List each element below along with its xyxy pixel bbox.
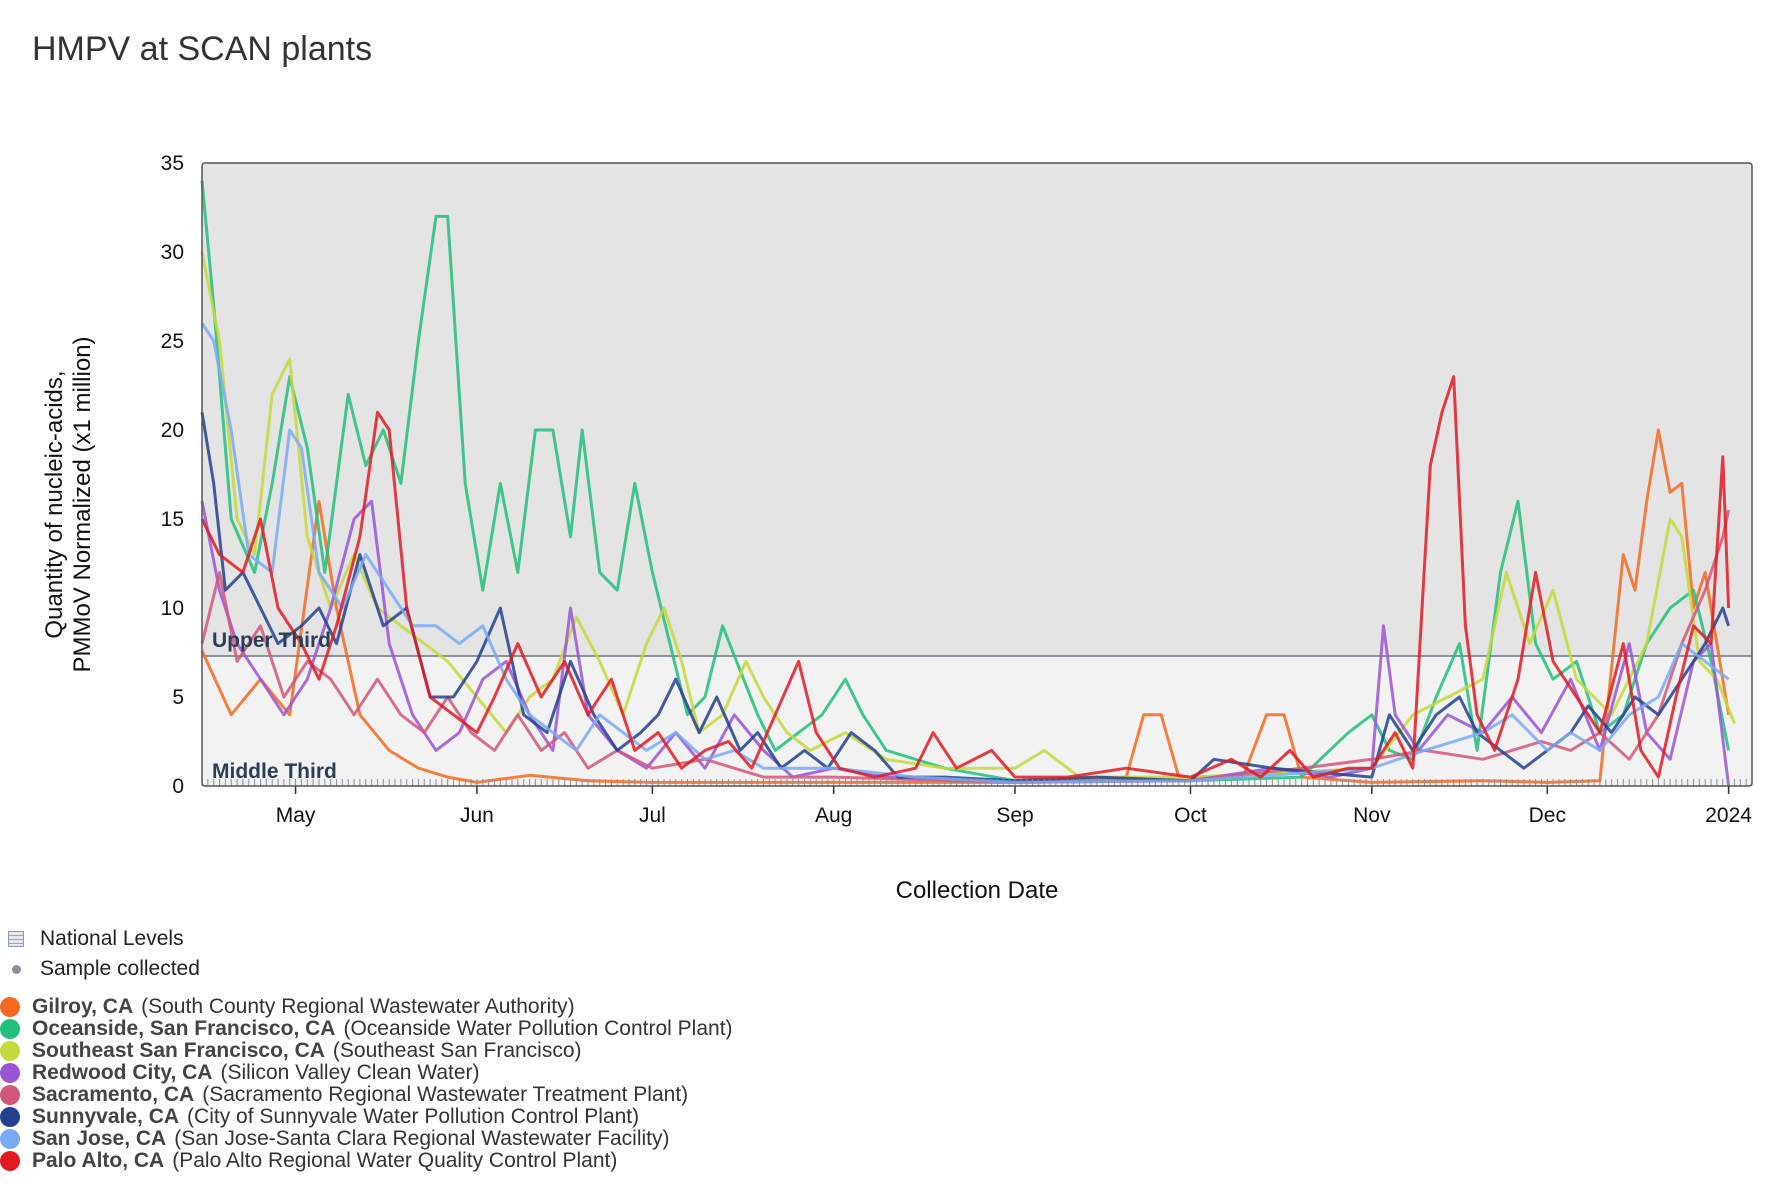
x-tick-label: Oct	[1174, 804, 1207, 827]
legend-item[interactable]: Sacramento, CA (Sacramento Regional Wast…	[0, 1084, 733, 1106]
legend-series-facility: (San Jose-Santa Clara Regional Wastewate…	[174, 1127, 670, 1150]
chart-title: HMPV at SCAN plants	[32, 30, 373, 68]
series-color-dot	[0, 1151, 20, 1171]
legend-national-levels[interactable]: National Levels	[8, 924, 200, 954]
x-tick-label: May	[276, 804, 316, 827]
series-color-dot	[0, 1063, 20, 1083]
legend-series-name: Gilroy, CA	[32, 995, 134, 1018]
y-tick-label: 5	[172, 686, 184, 709]
legend-series-name: Palo Alto, CA	[32, 1149, 165, 1172]
sample-dot-icon	[12, 964, 21, 974]
y-tick-label: 35	[161, 152, 184, 175]
legend-series-name: Sunnyvale, CA	[32, 1105, 180, 1128]
legend-series-facility: (Oceanside Water Pollution Control Plant…	[343, 1017, 733, 1040]
series-color-dot	[0, 997, 20, 1017]
chart-axes: 0 5 10 15 20 25 30 35 May Jun Jul Aug Sep Oct Nov Dec 20…	[161, 152, 1753, 827]
legend-series-facility: (South County Regional Wastewater Author…	[141, 995, 575, 1018]
legend-item[interactable]: San Jose, CA (San Jose-Santa Clara Regio…	[0, 1128, 733, 1150]
series-lines	[200, 180, 1736, 787]
series-line-7	[200, 322, 1730, 784]
series-color-dot	[0, 1085, 20, 1105]
y-tick-label: 10	[161, 597, 184, 620]
series-color-dot	[0, 1019, 20, 1039]
band-label-middle-third: Middle Third	[212, 760, 337, 783]
x-tick-label: Aug	[815, 804, 852, 827]
legend-item[interactable]: Redwood City, CA (Silicon Valley Clean W…	[0, 1062, 733, 1084]
x-tick-label: Nov	[1353, 804, 1391, 827]
legend-item[interactable]: Sunnyvale, CA (City of Sunnyvale Water P…	[0, 1106, 733, 1128]
legend-series-facility: (City of Sunnyvale Water Pollution Contr…	[187, 1105, 640, 1128]
series-line-3	[200, 251, 1736, 779]
series-line-6	[200, 411, 1731, 783]
level-bands	[202, 163, 1752, 786]
x-tick-label: Sep	[996, 804, 1033, 827]
series-line-8	[200, 375, 1731, 779]
y-tick-label: 15	[161, 508, 184, 531]
chart-labels: Upper Third Middle Third Collection Date Qu…	[41, 336, 1058, 904]
x-tick-label: Dec	[1529, 804, 1566, 827]
national-levels-icon	[8, 931, 24, 947]
line-chart: 0 5 10 15 20 25 30 35 May Jun Jul Aug Sep Oct Nov Dec 20…	[41, 152, 1753, 904]
plot-frame	[201, 162, 1753, 787]
legend-series-facility: (Palo Alto Regional Water Quality Contro…	[172, 1149, 618, 1172]
legend-series-name: San Jose, CA	[32, 1127, 167, 1150]
legend-series-name: Oceanside, San Francisco, CA	[32, 1017, 336, 1040]
x-tick-label: Jul	[639, 804, 666, 827]
series-line-2	[200, 180, 1731, 783]
legend-item[interactable]: Palo Alto, CA (Palo Alto Regional Water …	[0, 1150, 733, 1172]
y-axis-title-line: Quantity of nucleic-acids,	[41, 370, 68, 638]
legend-series-name: Sacramento, CA	[32, 1083, 195, 1106]
y-tick-label: 0	[172, 775, 184, 798]
y-axis-title-line: PMMoV Normalized (x1 million)	[69, 336, 96, 672]
x-tick-label: Jun	[460, 804, 494, 827]
series-color-dot	[0, 1107, 20, 1127]
y-tick-label: 25	[161, 330, 184, 353]
band-label-upper-third: Upper Third	[212, 629, 331, 652]
legend-sample-collected[interactable]: Sample collected	[8, 954, 200, 984]
legend-series-name: Southeast San Francisco, CA	[32, 1039, 325, 1062]
series-line-1	[200, 428, 1731, 784]
x-axis-title: Collection Date	[896, 877, 1059, 904]
legend-national: National Levels Sample collected	[8, 924, 200, 984]
sample-collected-label: Sample collected	[40, 957, 200, 980]
series-line-4	[200, 499, 1731, 787]
y-tick-label: 30	[161, 241, 184, 264]
legend-series-facility: (Sacramento Regional Wastewater Treatmen…	[202, 1083, 689, 1106]
national-levels-label: National Levels	[40, 927, 184, 950]
series-line-5	[200, 509, 1731, 784]
sample-collected-rug	[201, 779, 1753, 786]
x-tick-label: 2024	[1705, 804, 1752, 827]
legend-series-facility: (Southeast San Francisco)	[332, 1039, 582, 1062]
legend-item[interactable]: Southeast San Francisco, CA (Southeast S…	[0, 1040, 733, 1062]
y-axis-title: Quantity of nucleic-acids,PMMoV Normaliz…	[41, 336, 96, 672]
legend-series-facility: (Silicon Valley Clean Water)	[220, 1061, 480, 1084]
legend-series: Gilroy, CA (South County Regional Wastew…	[0, 996, 733, 1172]
series-color-dot	[0, 1041, 20, 1061]
legend-series-name: Redwood City, CA	[32, 1061, 213, 1084]
series-color-dot	[0, 1129, 20, 1149]
legend-item[interactable]: Oceanside, San Francisco, CA (Oceanside …	[0, 1018, 733, 1040]
legend-item[interactable]: Gilroy, CA (South County Regional Wastew…	[0, 996, 733, 1018]
y-tick-label: 20	[161, 419, 184, 442]
